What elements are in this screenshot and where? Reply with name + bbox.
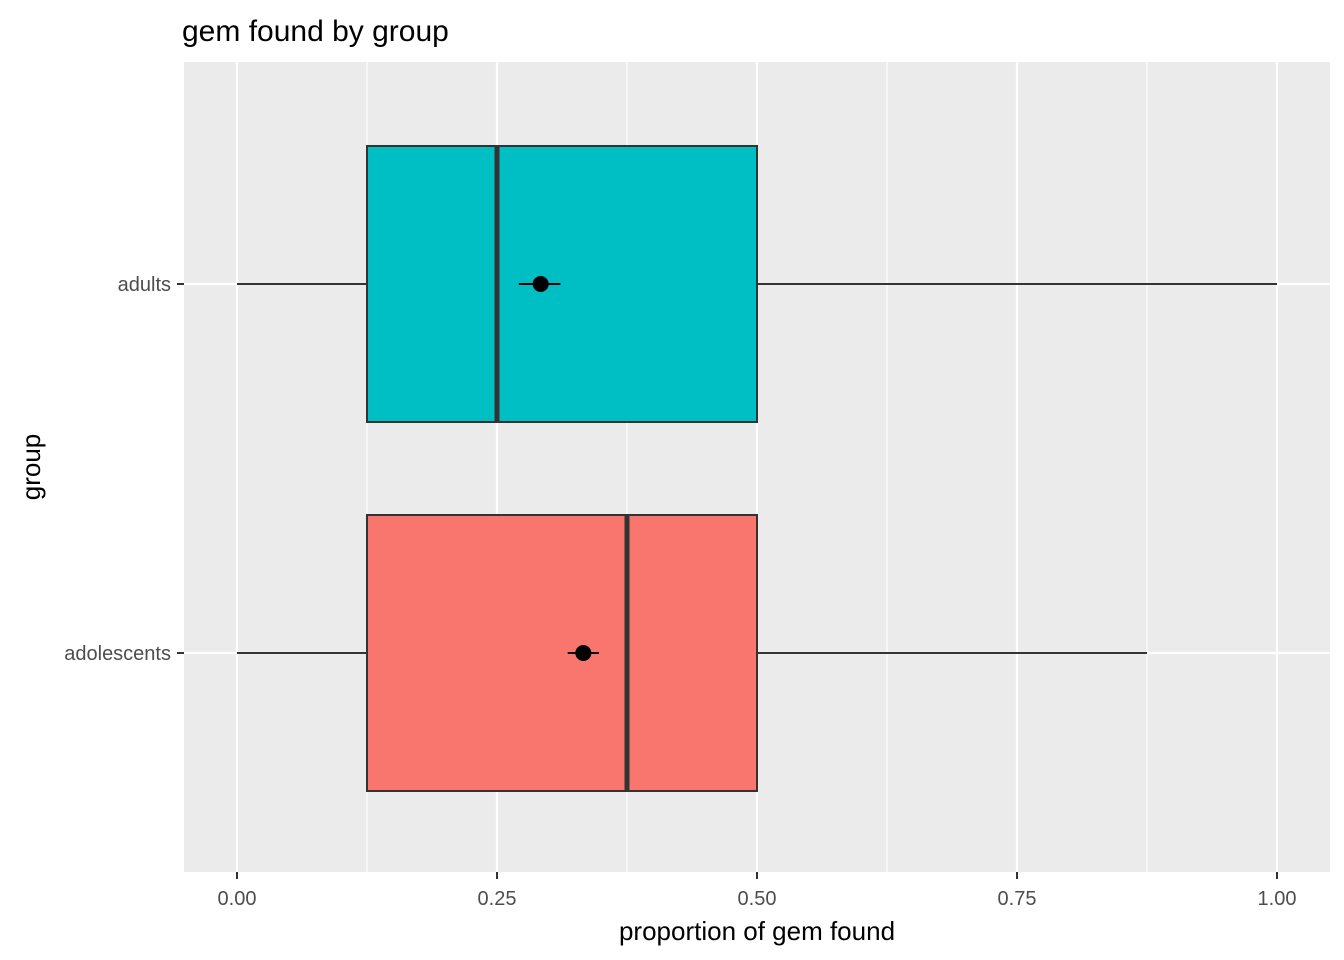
y-tick-label: adults — [118, 274, 171, 296]
box-iqr — [366, 514, 758, 792]
x-axis-title: proportion of gem found — [619, 916, 895, 946]
x-tick-label: 1.00 — [1258, 888, 1297, 910]
x-tick-label: 0.25 — [478, 888, 517, 910]
box-iqr — [366, 145, 758, 423]
y-axis-title: group — [16, 434, 46, 501]
mean-point — [532, 276, 549, 292]
box-adults — [237, 145, 1277, 423]
y-tick-label: adolescents — [64, 643, 171, 665]
x-tick-label: 0.75 — [998, 888, 1037, 910]
x-tick-label: 0.50 — [738, 888, 777, 910]
x-tick-label: 0.00 — [218, 888, 257, 910]
y-axis-ticks: adolescents adults — [64, 274, 184, 665]
box-adolescents — [237, 514, 1147, 792]
mean-point — [575, 645, 592, 661]
box-plots — [237, 145, 1277, 792]
x-axis-ticks: 0.00 0.25 0.50 0.75 1.00 — [218, 872, 1297, 910]
chart-title: gem found by group — [182, 15, 449, 48]
